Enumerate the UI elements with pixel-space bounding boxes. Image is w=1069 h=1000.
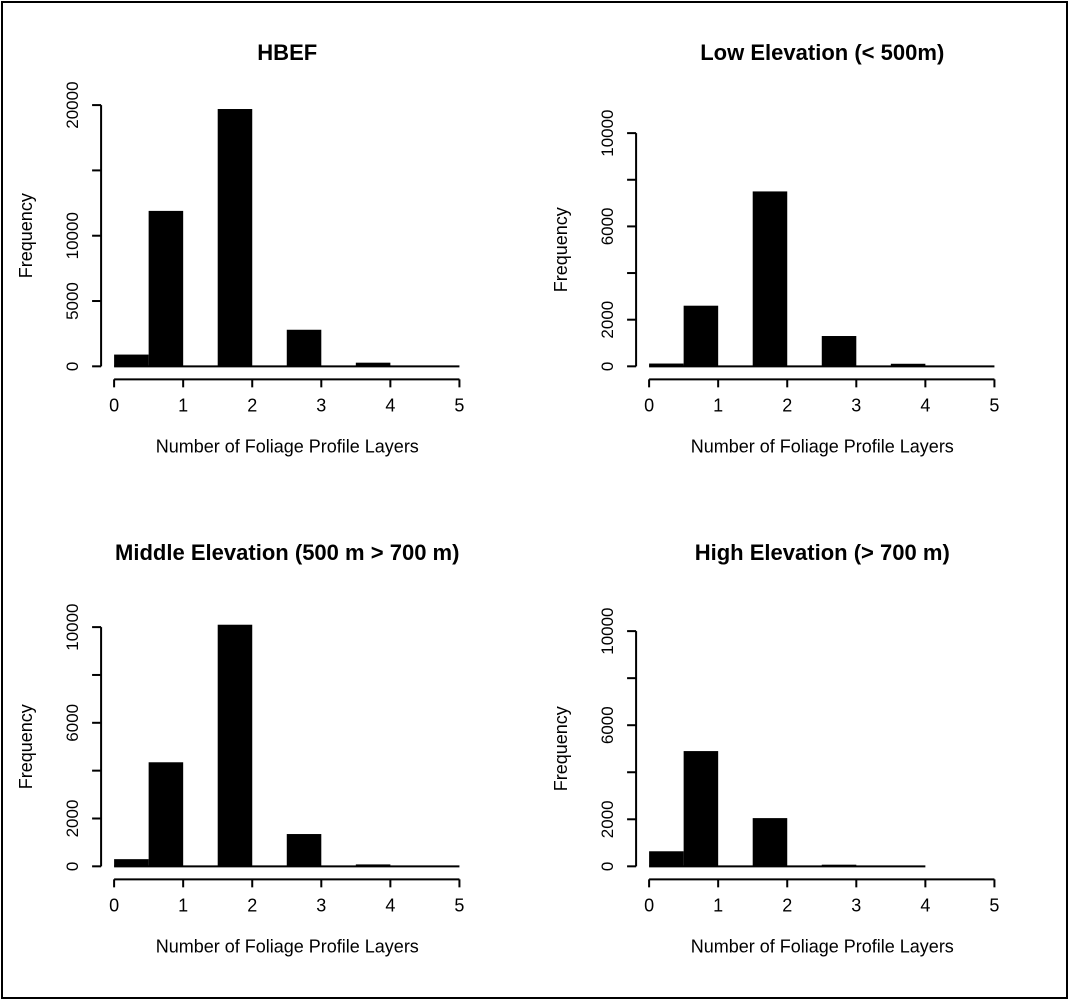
histogram-hbef: HBEF Frequency 0 5000 10000 20000 0 1 2 3 4 5 Num… — [16, 40, 464, 456]
histogram-bar — [890, 363, 925, 367]
x-tick-label: 2 — [782, 395, 792, 415]
x-tick-label: 2 — [247, 896, 257, 916]
histogram-bar — [821, 865, 856, 867]
y-tick-label: 2000 — [598, 301, 617, 339]
x-tick-label: 1 — [178, 395, 188, 415]
histogram-bar — [683, 751, 718, 867]
panel-high-elevation: High Elevation (> 700 m) Frequency 0 2000… — [535, 500, 1069, 1000]
x-tick-label: 0 — [644, 896, 654, 916]
plot-area: 0 2000 6000 10000 0 1 2 3 4 5 — [63, 604, 464, 916]
x-tick-label: 0 — [109, 395, 119, 415]
histogram-bar — [286, 329, 322, 367]
histogram-bar — [148, 210, 184, 367]
y-tick-label: 2000 — [63, 800, 82, 838]
plot-area: 0 2000 6000 10000 0 1 2 3 4 5 — [598, 608, 999, 916]
plot-area: 0 2000 6000 10000 0 1 2 3 4 5 — [598, 109, 999, 415]
x-tick-label: 0 — [644, 395, 654, 415]
histogram-bar — [217, 109, 253, 367]
y-tick-label: 10000 — [598, 109, 617, 156]
plot-area: 0 5000 10000 20000 0 1 2 3 4 5 — [63, 81, 464, 415]
histogram-bar — [752, 818, 787, 867]
x-tick-label: 1 — [178, 896, 188, 916]
histogram-bar — [648, 851, 684, 867]
y-axis-title: Frequency — [551, 207, 571, 292]
x-tick-label: 3 — [316, 395, 326, 415]
histogram-bar — [355, 864, 391, 867]
histogram-high-elevation: High Elevation (> 700 m) Frequency 0 2000… — [551, 541, 999, 957]
x-tick-label: 0 — [109, 896, 119, 916]
panel-title: HBEF — [257, 40, 317, 65]
x-tick-label: 3 — [851, 896, 861, 916]
y-axis-title: Frequency — [16, 705, 36, 790]
x-tick-label: 2 — [247, 395, 257, 415]
panel-hbef: HBEF Frequency 0 5000 10000 20000 0 1 2 3 4 5 Num… — [0, 0, 535, 500]
x-tick-label: 1 — [713, 395, 723, 415]
x-tick-label: 1 — [713, 896, 723, 916]
histogram-bar — [683, 305, 718, 367]
x-tick-label: 2 — [782, 896, 792, 916]
y-tick-label: 5000 — [63, 282, 82, 320]
y-tick-label: 10000 — [63, 604, 82, 651]
y-tick-label: 6000 — [598, 207, 617, 245]
histogram-low-elevation: Low Elevation (< 500m) Frequency 0 2000 60… — [551, 40, 999, 456]
y-tick-label: 6000 — [598, 707, 617, 745]
y-tick-label: 10000 — [63, 212, 82, 259]
x-tick-label: 4 — [385, 395, 395, 415]
x-tick-label: 4 — [385, 896, 395, 916]
x-axis-title: Number of Foliage Profile Layers — [156, 937, 419, 957]
y-axis-title: Frequency — [16, 193, 36, 278]
y-tick-label: 0 — [63, 362, 82, 371]
x-tick-label: 4 — [920, 395, 930, 415]
histogram-bar — [217, 625, 253, 867]
x-axis-title: Number of Foliage Profile Layers — [690, 937, 953, 957]
y-tick-label: 10000 — [598, 608, 617, 655]
y-tick-label: 0 — [598, 362, 617, 371]
y-tick-label: 0 — [598, 862, 617, 871]
panel-title: Low Elevation (< 500m) — [700, 40, 944, 65]
x-tick-label: 5 — [454, 896, 464, 916]
x-axis-title: Number of Foliage Profile Layers — [156, 436, 419, 456]
histogram-bar — [286, 834, 322, 867]
panel-title: High Elevation (> 700 m) — [694, 541, 949, 566]
y-tick-label: 6000 — [63, 704, 82, 742]
histogram-bar — [114, 354, 149, 367]
histogram-bar — [648, 363, 684, 367]
x-tick-label: 5 — [454, 395, 464, 415]
y-tick-label: 0 — [63, 862, 82, 871]
y-axis-title: Frequency — [551, 707, 571, 792]
histogram-bar — [355, 362, 391, 367]
x-tick-label: 3 — [316, 896, 326, 916]
x-tick-label: 3 — [851, 395, 861, 415]
x-tick-label: 4 — [920, 896, 930, 916]
histogram-bar — [148, 762, 184, 867]
histogram-bar — [821, 336, 856, 367]
x-tick-label: 5 — [989, 896, 999, 916]
y-tick-label: 20000 — [63, 81, 82, 128]
x-tick-label: 5 — [989, 395, 999, 415]
y-tick-label: 2000 — [598, 801, 617, 839]
panel-low-elevation: Low Elevation (< 500m) Frequency 0 2000 60… — [535, 0, 1069, 500]
histogram-bar — [114, 859, 149, 867]
panel-title: Middle Elevation (500 m > 700 m) — [115, 541, 459, 566]
histogram-middle-elevation: Middle Elevation (500 m > 700 m) Frequen… — [16, 541, 464, 957]
panel-middle-elevation: Middle Elevation (500 m > 700 m) Frequen… — [0, 500, 535, 1000]
histogram-bar — [752, 191, 787, 367]
x-axis-title: Number of Foliage Profile Layers — [690, 436, 953, 456]
